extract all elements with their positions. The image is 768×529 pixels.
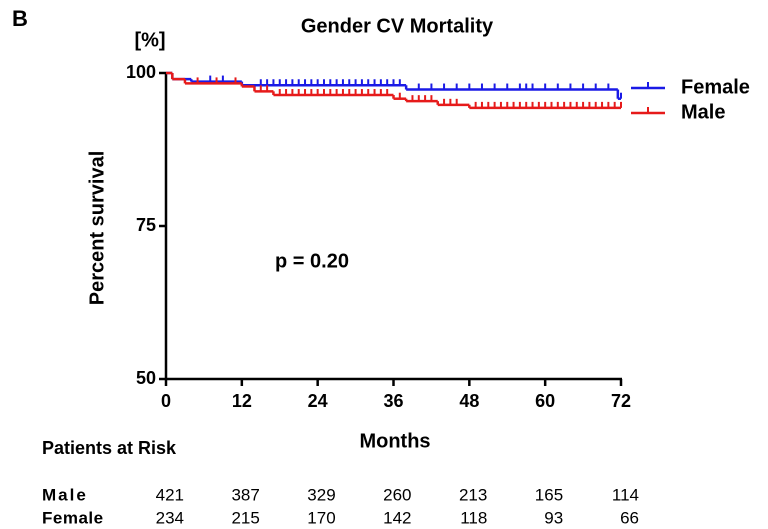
risk-count: 170 — [307, 508, 335, 527]
risk-count: 165 — [535, 485, 563, 504]
x-tick-label: 24 — [308, 391, 328, 411]
risk-row-label: Male — [42, 485, 88, 504]
chart-title: Gender CV Mortality — [301, 15, 494, 37]
risk-count: 234 — [156, 508, 184, 527]
y-axis-label: Percent survival — [86, 151, 108, 306]
x-tick-label: 48 — [459, 391, 479, 411]
risk-count: 213 — [459, 485, 487, 504]
x-tick-label: 12 — [232, 391, 252, 411]
legend-label: Male — [681, 101, 725, 123]
risk-count: 421 — [156, 485, 184, 504]
y-tick-label: 50 — [136, 368, 156, 388]
risk-count: 387 — [231, 485, 259, 504]
risk-count: 215 — [231, 508, 259, 527]
annotation: p = 0.20 — [275, 250, 349, 272]
x-axis-label: Months — [359, 430, 430, 452]
x-tick-label: 60 — [535, 391, 555, 411]
risk-count: 66 — [620, 508, 639, 527]
panel-label: B — [12, 6, 28, 31]
risk-table-title: Patients at Risk — [42, 438, 177, 458]
legend-label: Female — [681, 76, 750, 98]
risk-count: 329 — [307, 485, 335, 504]
y-tick-label: 100 — [126, 62, 156, 82]
risk-row-label: Female — [42, 508, 104, 527]
risk-count: 260 — [383, 485, 411, 504]
risk-count: 93 — [544, 508, 563, 527]
y-tick-label: 75 — [136, 215, 156, 235]
risk-count: 114 — [612, 485, 639, 504]
y-unit: [%] — [134, 29, 165, 51]
x-tick-label: 72 — [611, 391, 631, 411]
x-tick-label: 36 — [383, 391, 403, 411]
risk-count: 142 — [383, 508, 411, 527]
x-tick-label: 0 — [161, 391, 171, 411]
risk-count: 118 — [460, 508, 487, 527]
